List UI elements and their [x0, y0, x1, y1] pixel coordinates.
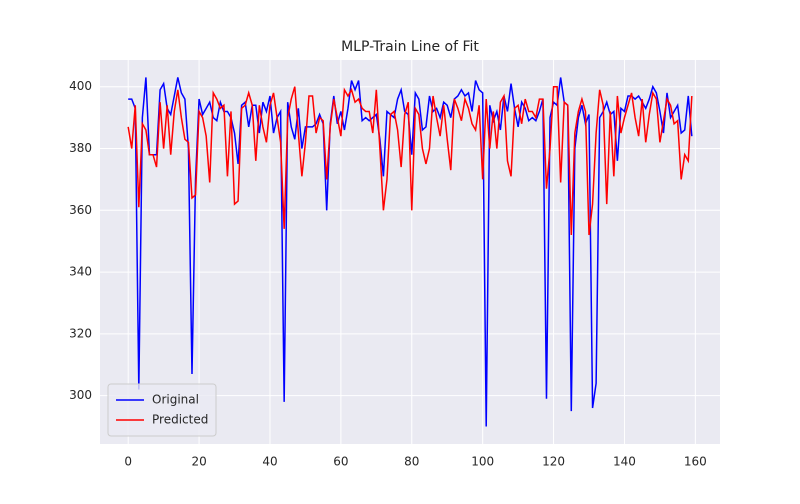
legend-label: Predicted	[152, 413, 208, 427]
x-tick-label: 40	[262, 455, 277, 469]
y-tick-label: 300	[69, 388, 92, 402]
x-tick-label: 20	[191, 455, 206, 469]
x-tick-label: 100	[471, 455, 494, 469]
x-tick-label: 60	[333, 455, 348, 469]
legend: Original Predicted	[107, 383, 217, 437]
x-tick-label: 0	[124, 455, 132, 469]
x-tick-label: 120	[542, 455, 565, 469]
lines	[127, 77, 693, 427]
x-tick-label: 140	[613, 455, 636, 469]
y-tick-label: 380	[69, 141, 92, 155]
x-tick-label: 80	[404, 455, 419, 469]
y-tick-label: 340	[69, 265, 92, 279]
legend-box	[107, 383, 217, 437]
legend-label: Original	[152, 393, 199, 407]
series-line	[127, 85, 693, 236]
chart-title: MLP-Train Line of Fit	[341, 39, 479, 55]
y-tick-label: 400	[69, 79, 92, 93]
x-tick-label: 160	[684, 455, 707, 469]
y-tick-label: 360	[69, 203, 92, 217]
y-tick-label: 320	[69, 326, 92, 340]
